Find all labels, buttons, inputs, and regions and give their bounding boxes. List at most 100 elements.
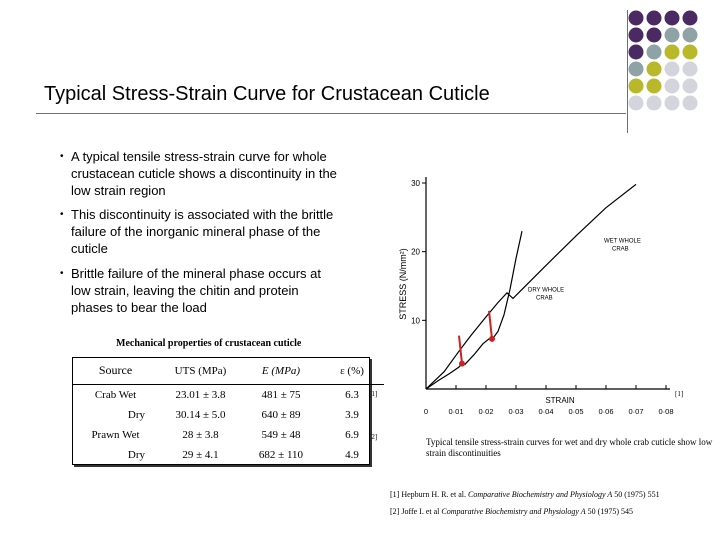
bullet-point-1: • A typical tensile stress-strain curve … [60, 148, 340, 199]
y-tick-label: 10 [411, 316, 420, 325]
decorative-dot [646, 78, 662, 94]
reference-suffix: 50 (1975) 545 [585, 507, 633, 516]
discontinuity-arrow [488, 310, 493, 339]
bullet-point-3: • Brittle failure of the mineral phase o… [60, 265, 340, 316]
decorative-dot [664, 44, 680, 60]
table-row: Dry 29 ± 4.1 682 ± 110 4.9 [72, 445, 384, 465]
decorative-dot [646, 10, 662, 26]
series-line [425, 230, 523, 390]
table-cell: 3.9 [345, 409, 359, 421]
reference-prefix: [1] Hepburn H. R. et al. [390, 490, 468, 499]
table-cell: 481 ± 75 [261, 389, 301, 401]
decorative-dot [682, 61, 698, 77]
figure-caption: Typical tensile stress-strain curves for… [426, 437, 713, 458]
series-label-line: DRY WHOLE [528, 287, 564, 293]
vertical-divider [627, 10, 628, 133]
table-header-cell: Source [72, 357, 159, 385]
decorative-dot [664, 78, 680, 94]
y-tick-label: 30 [411, 179, 420, 188]
table-cell: 28 ± 3.8 [182, 429, 219, 441]
discontinuity-arrow [458, 335, 463, 364]
y-axis-label: STRESS (N/mm²) [398, 248, 408, 320]
table-ref-marker-1: [1] [369, 390, 378, 398]
bullet-icon: • [60, 209, 64, 220]
decorative-dot [664, 10, 680, 26]
decorative-dot [682, 78, 698, 94]
reference-prefix: [2] Joffe I. et al [390, 507, 442, 516]
table-cell: Prawn Wet [91, 429, 140, 441]
properties-table: Source UTS (MPa) E (MPa) ε (%) Crab Wet … [72, 357, 384, 465]
decorative-dot [682, 27, 698, 43]
table-cell: Dry [127, 449, 145, 461]
decorative-dot [646, 61, 662, 77]
table-header-cell: E (MPa) [242, 357, 320, 385]
bullet-text: A typical tensile stress-strain curve fo… [71, 149, 337, 198]
bullet-icon: • [60, 268, 64, 279]
series-label-line: CRAB [612, 247, 629, 253]
decorative-dot-grid [628, 10, 698, 111]
bullet-text: Brittle failure of the mineral phase occ… [71, 266, 322, 315]
bullet-point-2: • This discontinuity is associated with … [60, 206, 340, 257]
bullet-text: This discontinuity is associated with th… [71, 207, 334, 256]
y-tick-label: 20 [411, 248, 420, 257]
table-cell: 640 ± 89 [261, 409, 301, 421]
slide-title: Typical Stress-Strain Curve for Crustace… [44, 83, 490, 105]
title-underline [36, 113, 626, 114]
series-label-line: WET WHOLE [604, 239, 641, 245]
x-tick-label: 0·05 [568, 407, 583, 415]
table-cell: 29 ± 4.1 [182, 449, 219, 461]
decorative-dot [628, 44, 644, 60]
decorative-dot [664, 61, 680, 77]
x-tick-label: 0·06 [598, 407, 613, 415]
decorative-dot [646, 95, 662, 111]
decorative-dot [628, 78, 644, 94]
decorative-dot [646, 44, 662, 60]
decorative-dot [628, 10, 644, 26]
x-tick-label: 0·04 [538, 407, 553, 415]
table-caption: Mechanical properties of crustacean cuti… [116, 338, 302, 349]
decorative-dot [628, 95, 644, 111]
table-row: Prawn Wet 28 ± 3.8 549 ± 48 6.9 [72, 425, 384, 445]
reference-2: [2] Joffe I. et al Comparative Biochemis… [390, 507, 633, 516]
stress-strain-chart: 10 20 30 0 0·01 0·02 0·03 0·04 0·05 0·06 0·07 0·08 S… [398, 177, 674, 415]
table-header-row: Source UTS (MPa) E (MPa) ε (%) [72, 357, 384, 385]
decorative-dot [646, 27, 662, 43]
table-header-cell: UTS (MPa) [159, 357, 242, 385]
decorative-dot [664, 95, 680, 111]
series-line [425, 183, 637, 390]
decorative-dot [628, 61, 644, 77]
table-cell: Dry [127, 409, 145, 421]
decorative-dot [682, 44, 698, 60]
reference-suffix: 50 (1975) 551 [612, 490, 660, 499]
series-label-line: CRAB [536, 295, 553, 301]
table-cell: 682 ± 110 [258, 449, 304, 461]
table-header-cell: ε (%) [320, 357, 384, 385]
table-cell: 6.3 [345, 389, 359, 401]
table-cell: 6.9 [345, 429, 359, 441]
table-cell: 30.14 ± 5.0 [175, 409, 226, 421]
x-tick-label: 0·03 [508, 407, 523, 415]
x-axis-label: STRAIN [545, 396, 575, 405]
table-row: Crab Wet 23.01 ± 3.8 481 ± 75 6.3 [72, 385, 384, 406]
reference-1: [1] Hepburn H. R. et al. Comparative Bio… [390, 490, 660, 499]
discontinuity-marker [489, 335, 495, 342]
x-tick-label: 0·01 [448, 407, 463, 415]
table-cell: 4.9 [345, 449, 359, 461]
x-tick-label: 0·07 [628, 407, 643, 415]
discontinuity-marker [459, 360, 465, 367]
table-cell: 549 ± 48 [261, 429, 301, 441]
bullet-icon: • [60, 151, 64, 162]
table-cell: 23.01 ± 3.8 [175, 389, 226, 401]
x-tick-label: 0·02 [478, 407, 493, 415]
table-cell: Crab Wet [94, 389, 137, 401]
decorative-dot [682, 95, 698, 111]
x-tick-label: 0·08 [658, 407, 673, 415]
reference-journal: Comparative Biochemistry and Physiology … [441, 507, 586, 516]
figure-ref-marker: [1] [675, 390, 684, 398]
x-tick-label: 0 [424, 407, 428, 415]
reference-journal: Comparative Biochemistry and Physiology … [467, 490, 613, 499]
decorative-dot [664, 27, 680, 43]
table-ref-marker-2: [2] [369, 433, 378, 441]
decorative-dot [628, 27, 644, 43]
table-row: Dry 30.14 ± 5.0 640 ± 89 3.9 [72, 405, 384, 425]
